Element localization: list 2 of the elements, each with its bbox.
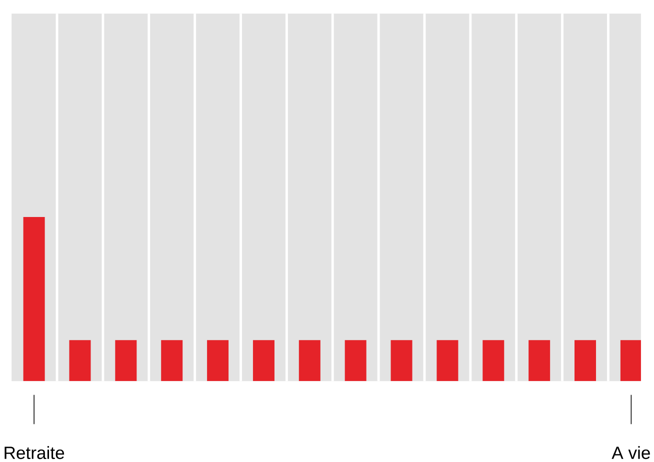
x-tick-label: Retraite (4, 446, 64, 459)
x-tick-label: A vie (612, 446, 650, 459)
